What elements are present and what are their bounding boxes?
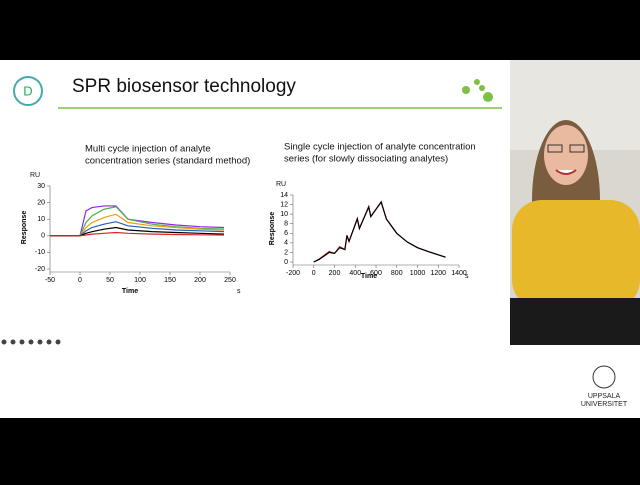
y-tick-label: -10 (35, 249, 45, 256)
series-line (50, 206, 225, 237)
x-tick-label: 100 (134, 277, 146, 284)
chart-title: Single cycle injection of analyte concen… (284, 142, 476, 153)
x-tick-label: 1400 (451, 270, 467, 277)
x-tick-label: 200 (329, 270, 341, 277)
y-tick-label: 0 (41, 233, 45, 240)
x-tick-label: 1200 (430, 270, 446, 277)
x-tick-label: 0 (78, 277, 82, 284)
series-line (50, 205, 225, 237)
series-line (50, 231, 225, 237)
y-tick-label: 0 (284, 259, 288, 266)
x-tick-label: -50 (45, 277, 55, 284)
x-tick-label: 200 (194, 277, 206, 284)
logo-right (462, 79, 493, 102)
chart-title: series (for slowly dissociating analytes… (284, 154, 448, 165)
x-tick-label: 0 (312, 270, 316, 277)
x-tick-label: 600 (370, 270, 382, 277)
x-tick-label: 800 (391, 270, 403, 277)
y-tick-label: 20 (37, 199, 45, 206)
y-tick-label: 12 (280, 201, 288, 208)
series-line (50, 226, 225, 237)
x-tick-label: 150 (164, 277, 176, 284)
x-tick-label: 50 (106, 277, 114, 284)
x-unit: s (465, 273, 469, 280)
logo-left (13, 76, 43, 106)
y-tick-label: 14 (280, 192, 288, 199)
y-axis-label: Response (21, 211, 28, 245)
x-tick-label: 1000 (410, 270, 426, 277)
y-tick-label: 10 (280, 211, 288, 218)
presenter-video (510, 60, 640, 345)
y-unit: RU (276, 181, 286, 188)
x-tick-label: 400 (349, 270, 361, 277)
series-line (313, 200, 446, 263)
y-tick-label: 8 (284, 221, 288, 228)
uu-seal (592, 365, 616, 389)
x-unit: s (237, 288, 241, 295)
y-tick-label: 4 (284, 240, 288, 247)
y-tick-label: 6 (284, 230, 288, 237)
chart-title: Multi cycle injection of analyte (85, 144, 211, 155)
uu-text: UNIVERSITET (581, 401, 628, 408)
y-tick-label: 2 (284, 249, 288, 256)
x-axis-label: Time (122, 288, 138, 295)
y-tick-label: 10 (37, 216, 45, 223)
slide-footer (510, 345, 640, 418)
y-unit: RU (30, 172, 40, 179)
y-axis-label: Response (269, 212, 276, 246)
y-tick-label: 30 (37, 183, 45, 190)
y-tick-label: -20 (35, 266, 45, 273)
series-line (50, 221, 225, 237)
x-axis-label: Time (361, 273, 377, 280)
x-tick-label: 250 (224, 277, 236, 284)
chart-title: concentration series (standard method) (85, 156, 250, 167)
slide (0, 60, 510, 418)
series-line (50, 213, 225, 237)
toolbar[interactable] (1, 339, 61, 345)
x-tick-label: -200 (286, 270, 300, 277)
uu-text: UPPSALA (588, 393, 621, 400)
slide-title: SPR biosensor technology (72, 76, 296, 97)
logo-left-mark: D (23, 83, 32, 98)
